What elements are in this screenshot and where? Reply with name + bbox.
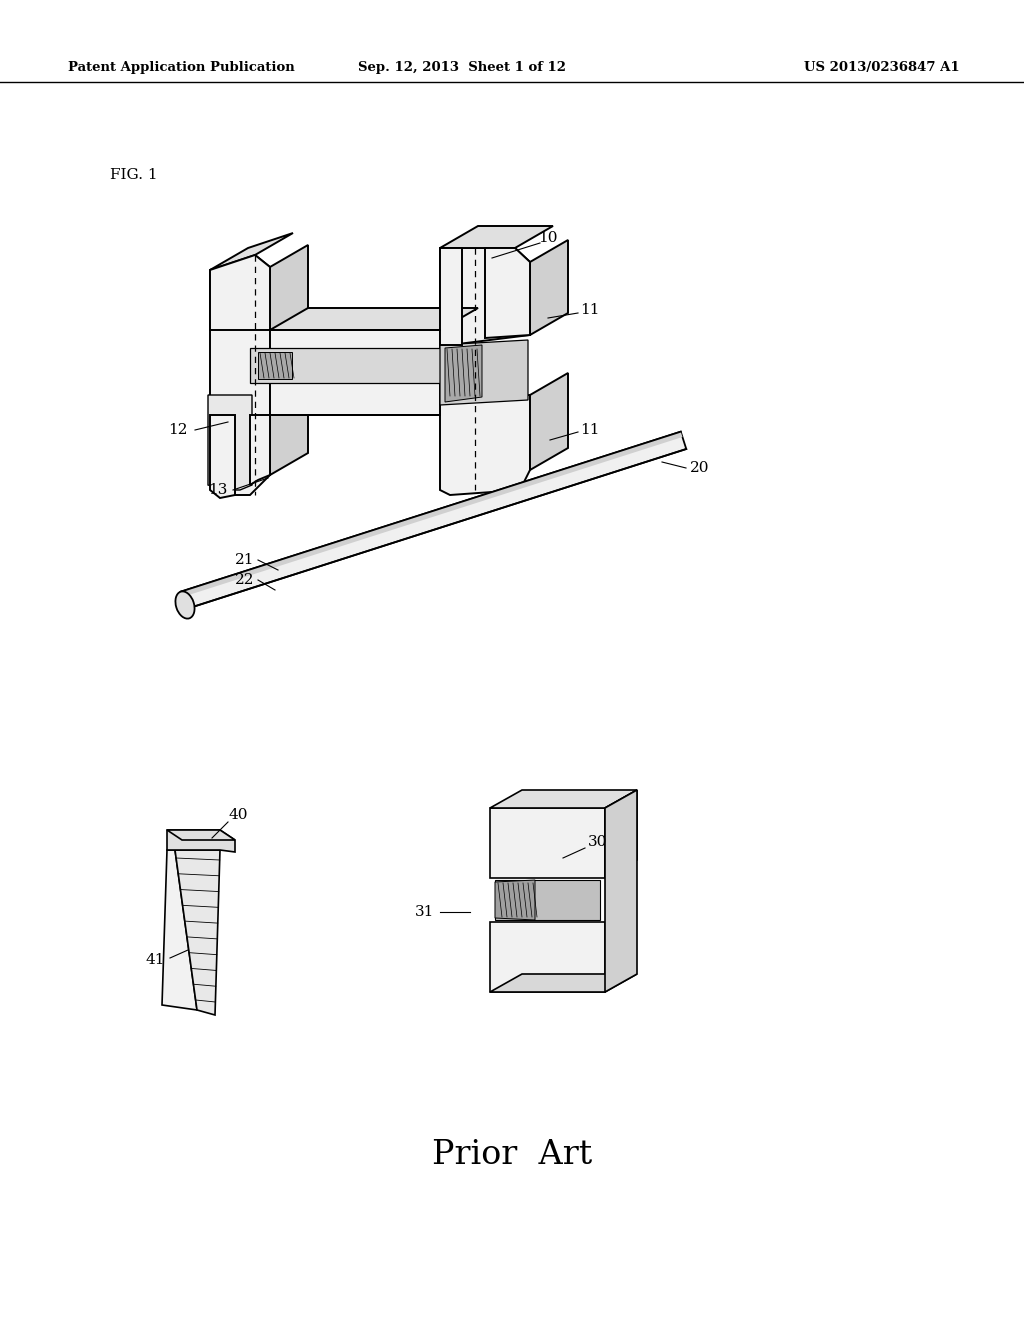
Ellipse shape bbox=[175, 591, 195, 619]
Text: 11: 11 bbox=[581, 304, 600, 317]
Polygon shape bbox=[440, 395, 530, 495]
Polygon shape bbox=[490, 974, 637, 993]
Polygon shape bbox=[485, 248, 530, 338]
Polygon shape bbox=[530, 374, 568, 470]
Text: 10: 10 bbox=[539, 231, 558, 246]
Polygon shape bbox=[162, 850, 197, 1010]
Text: 31: 31 bbox=[416, 906, 434, 919]
Text: Prior  Art: Prior Art bbox=[432, 1139, 592, 1171]
Polygon shape bbox=[208, 395, 252, 490]
Polygon shape bbox=[270, 330, 440, 414]
Polygon shape bbox=[167, 830, 234, 840]
Text: 30: 30 bbox=[589, 836, 607, 849]
Polygon shape bbox=[605, 789, 637, 993]
Polygon shape bbox=[495, 880, 600, 920]
Polygon shape bbox=[250, 414, 270, 484]
Polygon shape bbox=[495, 880, 535, 920]
Polygon shape bbox=[490, 921, 605, 993]
Polygon shape bbox=[440, 248, 530, 345]
Polygon shape bbox=[440, 341, 528, 405]
Text: 21: 21 bbox=[236, 553, 255, 568]
Polygon shape bbox=[210, 234, 293, 271]
Polygon shape bbox=[258, 352, 292, 379]
Polygon shape bbox=[445, 345, 482, 403]
Text: Patent Application Publication: Patent Application Publication bbox=[68, 62, 295, 74]
Text: 22: 22 bbox=[236, 573, 255, 587]
Polygon shape bbox=[490, 808, 605, 878]
Polygon shape bbox=[490, 789, 637, 808]
Polygon shape bbox=[530, 240, 568, 335]
Polygon shape bbox=[167, 830, 234, 851]
Polygon shape bbox=[210, 255, 270, 495]
Polygon shape bbox=[440, 226, 553, 248]
Text: 20: 20 bbox=[690, 461, 710, 475]
Polygon shape bbox=[180, 432, 682, 597]
Polygon shape bbox=[440, 248, 462, 345]
Polygon shape bbox=[605, 789, 637, 878]
Text: 13: 13 bbox=[208, 483, 227, 498]
Text: Sep. 12, 2013  Sheet 1 of 12: Sep. 12, 2013 Sheet 1 of 12 bbox=[358, 62, 566, 74]
Polygon shape bbox=[250, 348, 445, 383]
Polygon shape bbox=[270, 246, 308, 475]
Text: 12: 12 bbox=[168, 422, 187, 437]
Text: US 2013/0236847 A1: US 2013/0236847 A1 bbox=[805, 62, 961, 74]
Text: 11: 11 bbox=[581, 422, 600, 437]
Polygon shape bbox=[210, 255, 270, 330]
Text: 40: 40 bbox=[228, 808, 248, 822]
Text: FIG. 1: FIG. 1 bbox=[110, 168, 158, 182]
Polygon shape bbox=[210, 414, 234, 498]
Polygon shape bbox=[270, 308, 478, 330]
Polygon shape bbox=[180, 432, 686, 609]
Polygon shape bbox=[175, 850, 220, 1015]
Text: 41: 41 bbox=[145, 953, 165, 968]
